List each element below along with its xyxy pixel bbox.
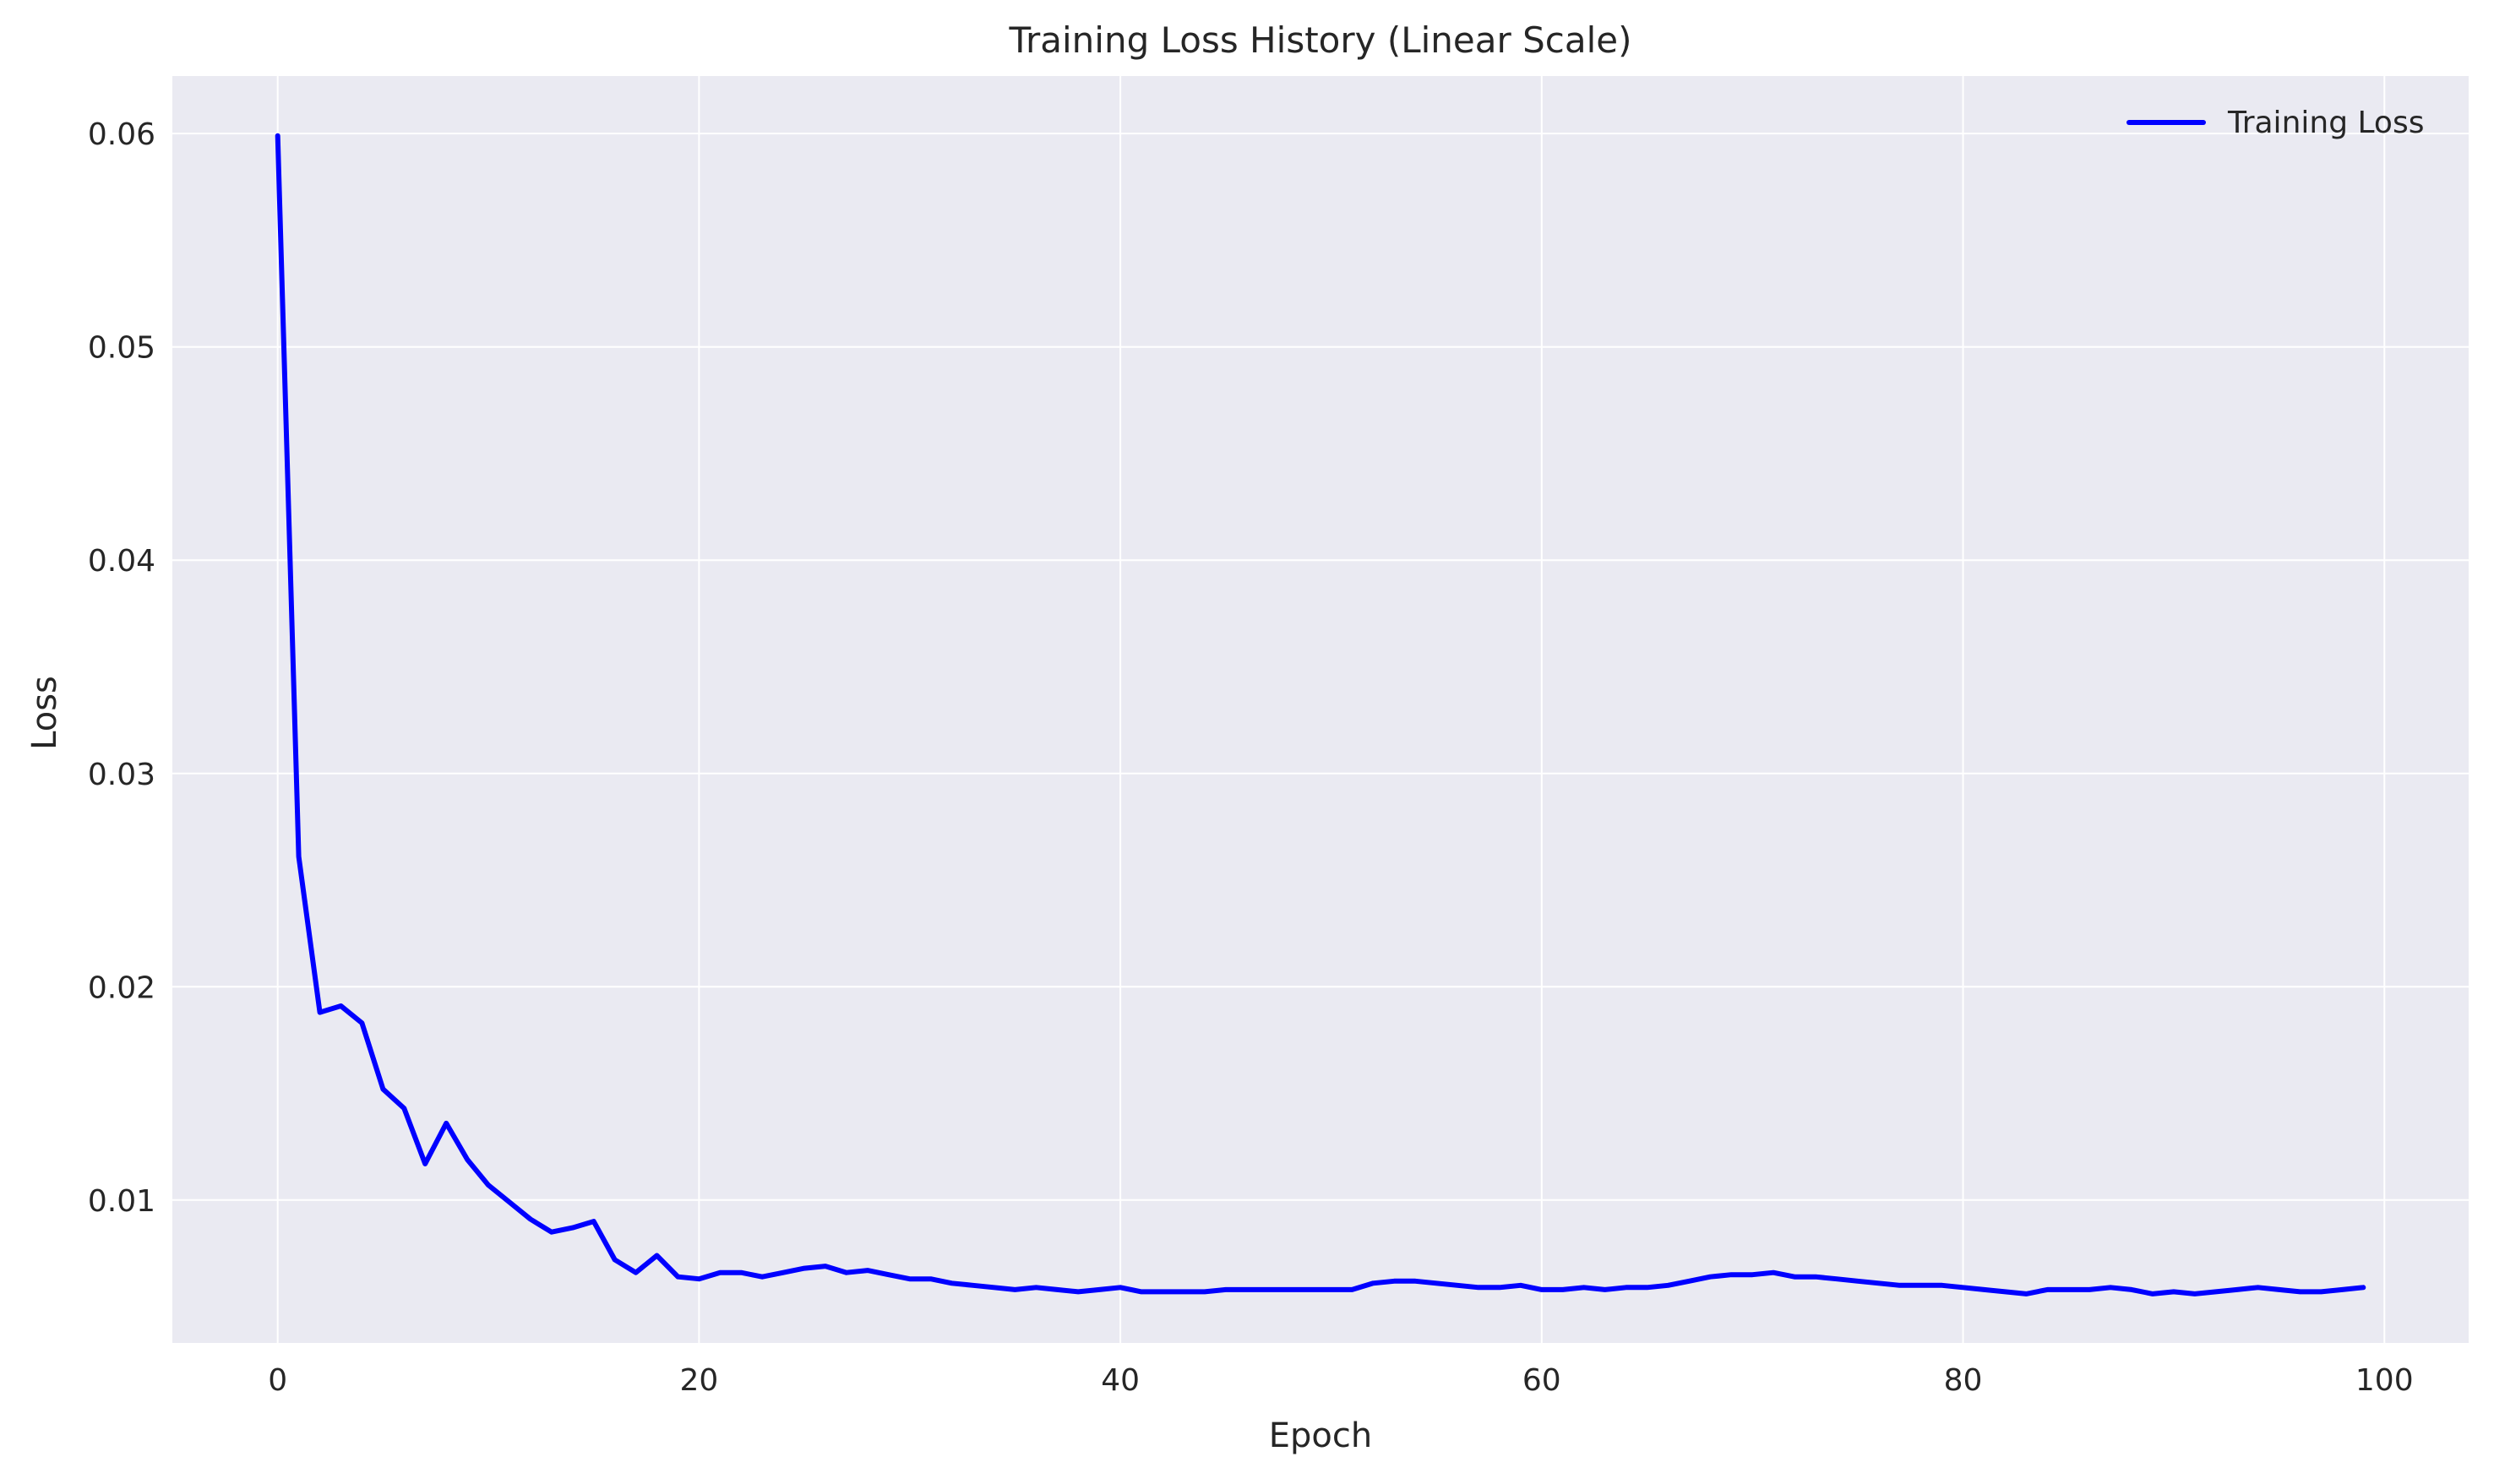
y-tick-label: 0.05 [88,331,155,366]
chart-title: Training Loss History (Linear Scale) [1009,19,1632,61]
x-tick-label: 80 [1944,1363,1983,1398]
y-tick-label: 0.01 [88,1184,155,1219]
x-axis-label: Epoch [1269,1416,1372,1455]
x-tick-labels: 0 20 40 60 80 100 [268,1363,2413,1398]
plot-area [172,76,2469,1343]
y-tick-label: 0.04 [88,544,155,579]
y-tick-label: 0.02 [88,970,155,1005]
x-tick-label: 100 [2355,1363,2414,1398]
legend: Training Loss [2126,106,2424,140]
x-tick-label: 0 [268,1363,287,1398]
y-axis-label: Loss [25,676,64,750]
grid-lines [172,76,2469,1343]
y-tick-label: 0.03 [88,758,155,792]
legend-label: Training Loss [2227,106,2424,140]
y-tick-label: 0.06 [88,117,155,152]
series-layer [275,133,2366,1296]
x-tick-label: 60 [1522,1363,1561,1398]
x-tick-label: 20 [679,1363,718,1398]
x-tick-label: 40 [1101,1363,1140,1398]
y-tick-labels: 0.01 0.02 0.03 0.04 0.05 0.06 [88,117,155,1219]
training-loss-line [275,133,2366,1296]
